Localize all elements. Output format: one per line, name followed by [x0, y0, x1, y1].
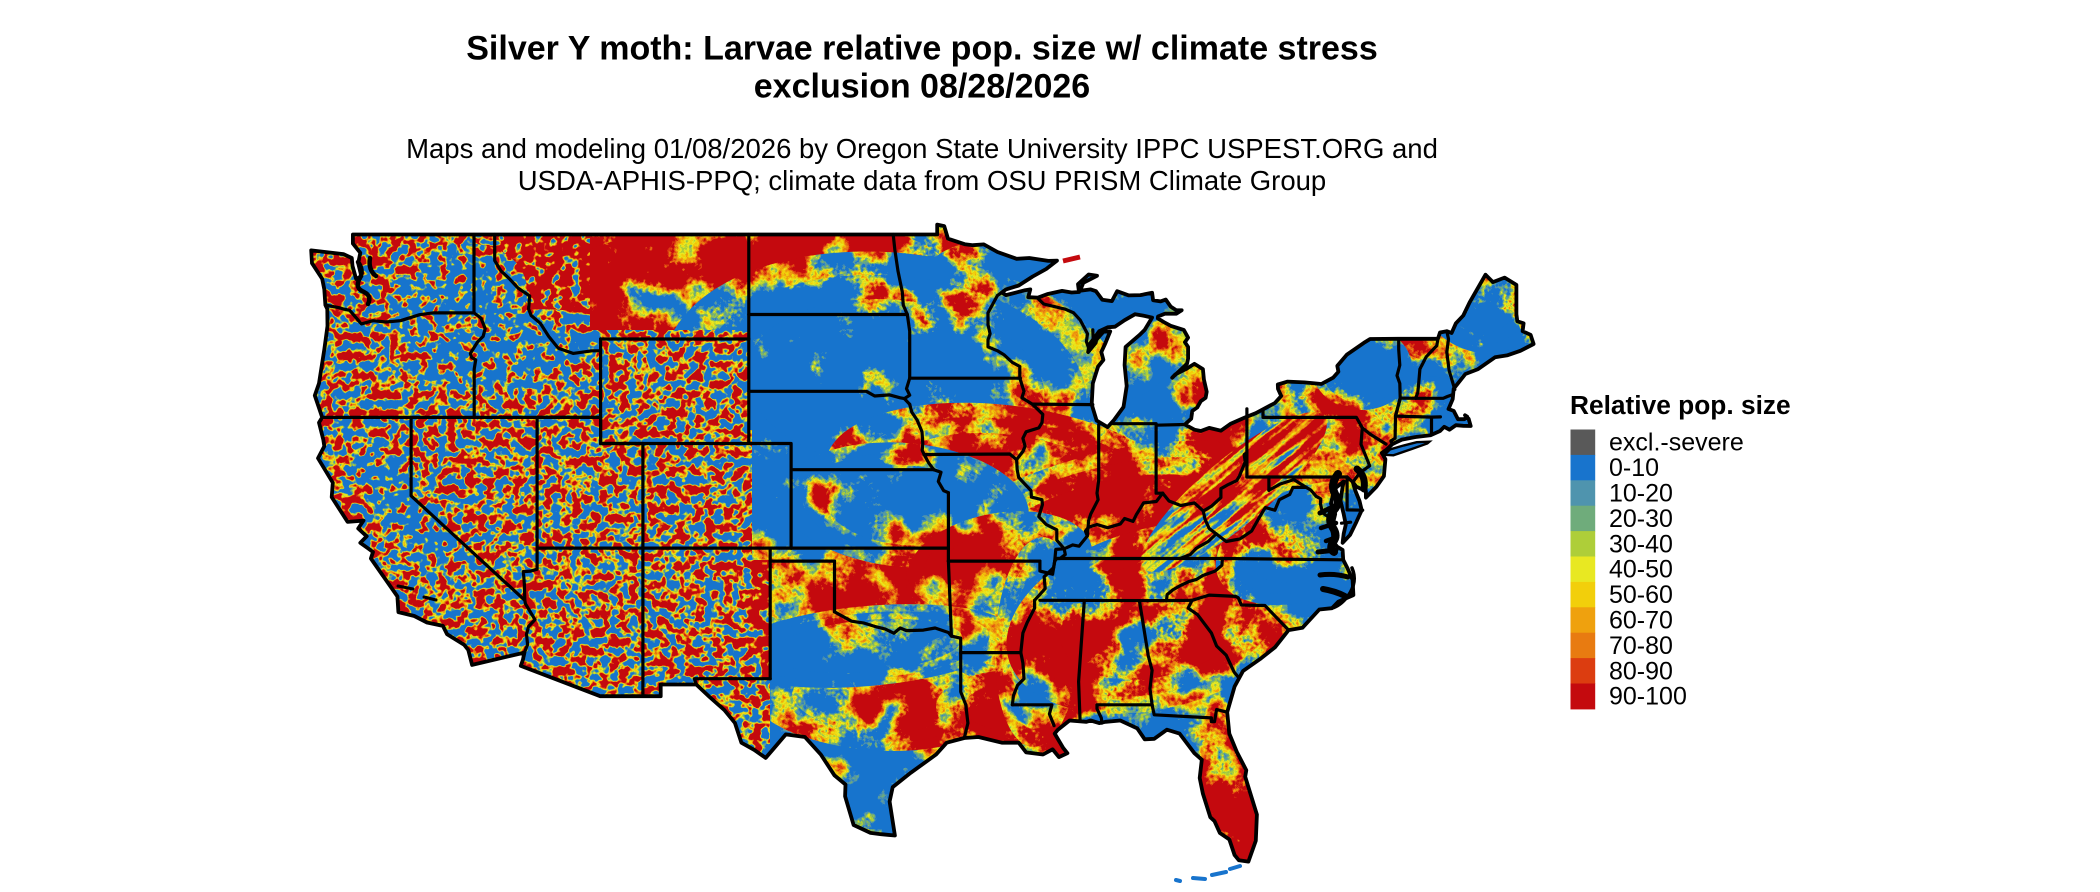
svg-text:60-70: 60-70	[1609, 607, 1673, 635]
svg-text:exclusion 08/28/2026: exclusion 08/28/2026	[754, 68, 1090, 106]
svg-text:40-50: 40-50	[1609, 556, 1673, 584]
svg-text:90-100: 90-100	[1609, 683, 1687, 711]
svg-text:50-60: 50-60	[1609, 581, 1673, 609]
svg-text:0-10: 0-10	[1609, 454, 1659, 482]
svg-text:Maps and modeling 01/08/2026 b: Maps and modeling 01/08/2026 by Oregon S…	[406, 133, 1438, 164]
svg-text:Relative pop. size: Relative pop. size	[1570, 390, 1791, 420]
svg-text:USDA-APHIS-PPQ; climate data f: USDA-APHIS-PPQ; climate data from OSU PR…	[518, 165, 1326, 196]
svg-text:10-20: 10-20	[1609, 480, 1673, 508]
svg-text:excl.-severe: excl.-severe	[1609, 429, 1744, 457]
svg-text:30-40: 30-40	[1609, 530, 1673, 558]
svg-text:80-90: 80-90	[1609, 657, 1673, 685]
svg-text:20-30: 20-30	[1609, 505, 1673, 533]
svg-text:Silver Y moth: Larvae relative: Silver Y moth: Larvae relative pop. size…	[466, 30, 1378, 68]
svg-text:70-80: 70-80	[1609, 632, 1673, 660]
